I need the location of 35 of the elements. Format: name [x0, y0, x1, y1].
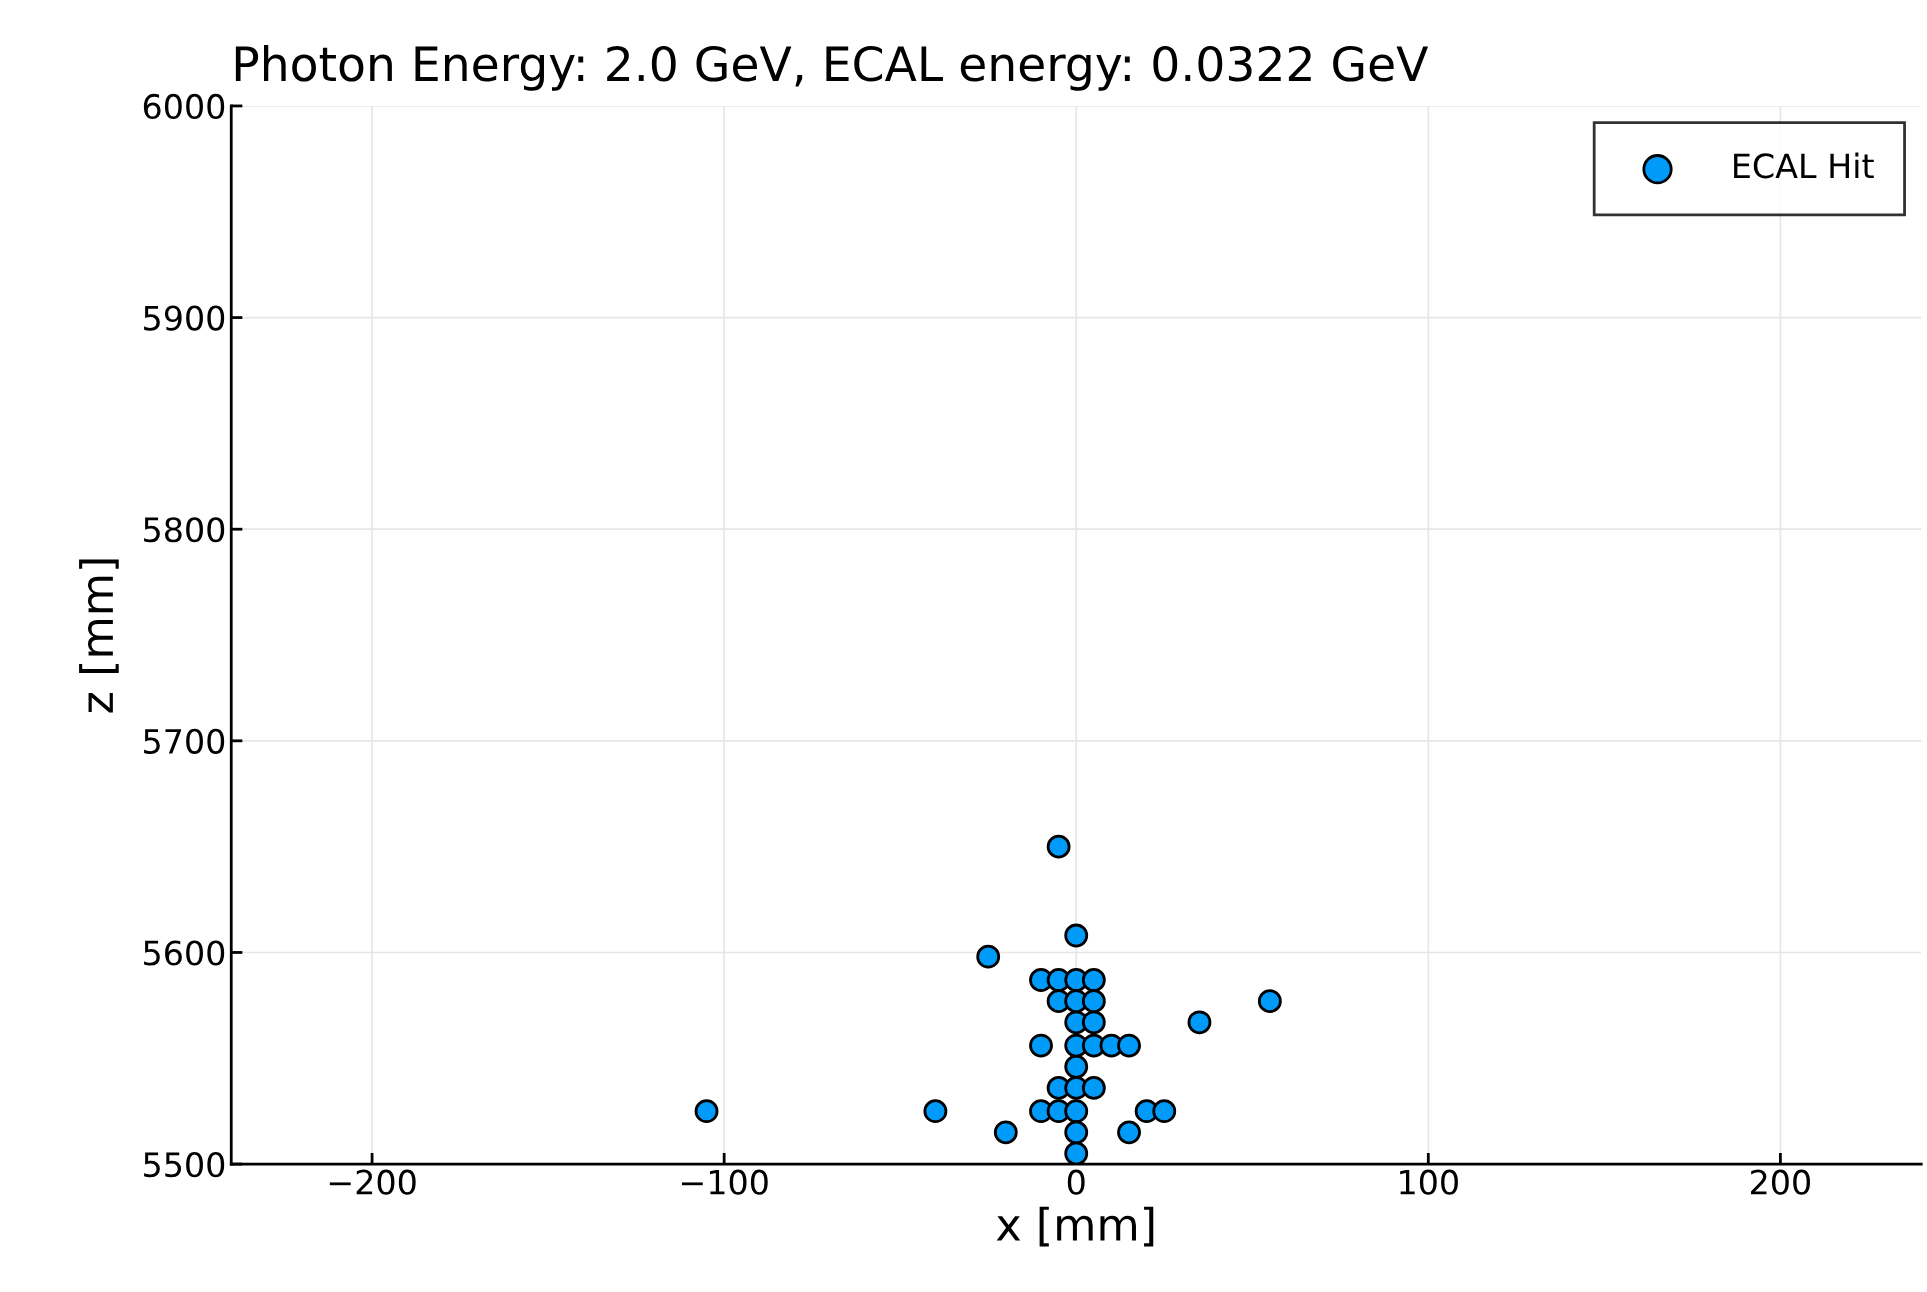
point [1064, 1141, 1089, 1165]
point [1046, 834, 1071, 859]
point [1117, 1120, 1141, 1145]
y-axis-title: z [mm] [79, 559, 119, 713]
y-tick-label: 5600 [144, 940, 225, 966]
point [1081, 968, 1106, 992]
point [1064, 1099, 1089, 1124]
chart-title: Photon Energy: 2.0 GeV, ECAL energy: 0.0322 GeV [235, 45, 1429, 91]
point [1064, 1054, 1089, 1079]
y-tick-label: 6000 [143, 93, 225, 120]
point [993, 1120, 1018, 1145]
point [1081, 1010, 1106, 1035]
point [1081, 1075, 1106, 1100]
x-tick-label: −100 [681, 1169, 768, 1195]
point [1029, 1033, 1053, 1058]
x-tick-label: 200 [1751, 1169, 1810, 1195]
x-tick-label: −200 [329, 1169, 416, 1195]
y-tick-label: 5900 [144, 305, 225, 331]
x-tick-label: 100 [1400, 1169, 1458, 1195]
legend-label: ECAL Hit [1734, 152, 1874, 179]
point [1257, 989, 1282, 1014]
x-tick-label: 0 [1067, 1169, 1085, 1195]
y-tick-label: 5700 [144, 728, 225, 754]
point [1064, 1120, 1089, 1145]
point [1064, 923, 1089, 948]
point [1187, 1010, 1212, 1035]
x-axis-title: x [mm] [996, 1206, 1154, 1247]
point [976, 944, 1001, 969]
point [694, 1099, 719, 1124]
point [1152, 1099, 1177, 1124]
point [923, 1099, 948, 1124]
y-tick-label: 5500 [144, 1152, 225, 1178]
point [1117, 1033, 1141, 1058]
point [1081, 989, 1106, 1014]
y-tick-label: 5800 [144, 517, 225, 543]
